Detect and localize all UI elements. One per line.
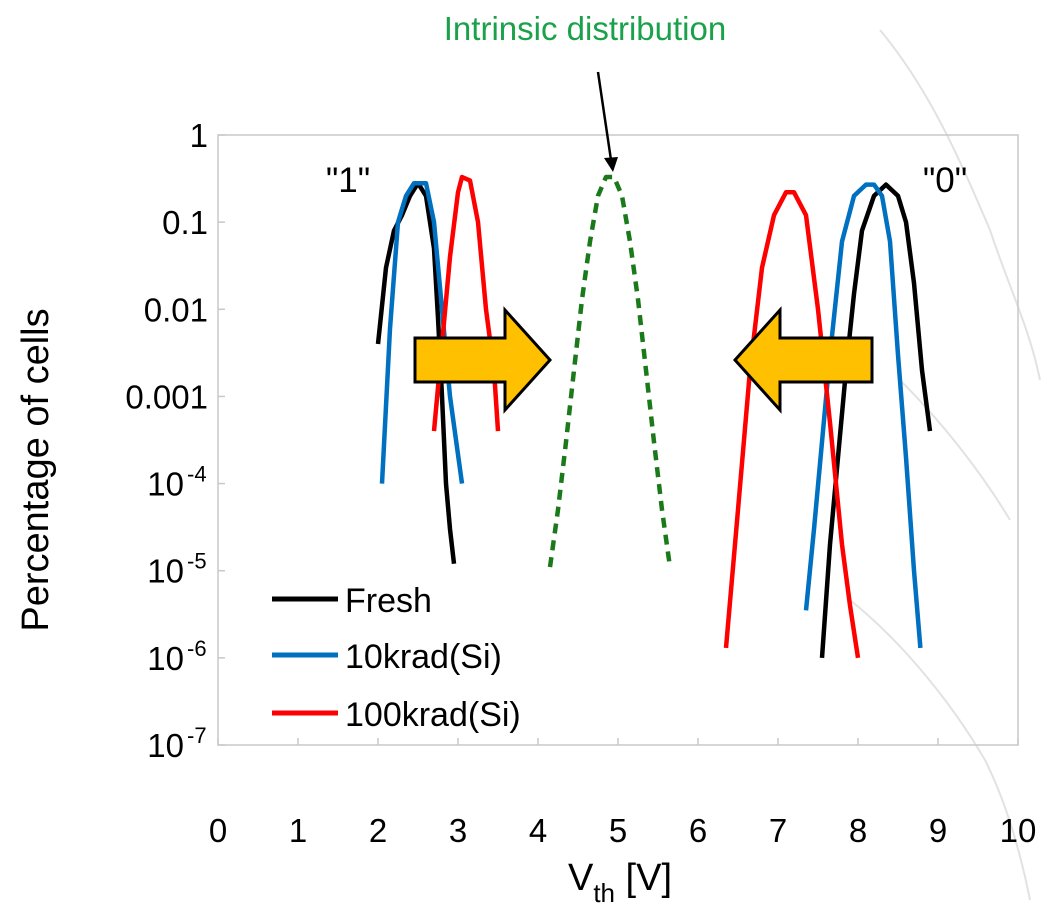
x-tick-label: 10 <box>1000 812 1037 849</box>
plot-lines <box>375 174 933 659</box>
x-axis: 0 1 2 3 4 5 6 7 8 9 10 <box>209 738 1037 849</box>
left-arrow-icon <box>732 306 874 414</box>
y-tick-label: 10 <box>147 640 184 677</box>
series-3-curve-0 <box>547 174 673 568</box>
legend-label-fresh: Fresh <box>345 582 432 620</box>
x-tick-label: 9 <box>929 812 947 849</box>
y-tick-label: 0.001 <box>125 378 208 415</box>
y-tick-exponent: -5 <box>187 549 207 574</box>
annotation-arrow-line <box>596 71 613 161</box>
y-tick-label: 0.01 <box>144 291 208 328</box>
x-tick-label: 8 <box>849 812 867 849</box>
x-tick-label: 0 <box>209 812 227 849</box>
y-tick-exponent: -4 <box>187 462 207 487</box>
legend-label-100krad: 100krad(Si) <box>345 696 521 734</box>
right-arrow-icon <box>413 306 553 414</box>
x-tick-label: 6 <box>689 812 707 849</box>
intrinsic-distribution-label: Intrinsic distribution <box>444 10 726 47</box>
y-tick-label: 10 <box>147 727 184 764</box>
series-1-curve-1 <box>803 182 923 649</box>
x-tick-label: 2 <box>369 812 387 849</box>
series-0-curve-0 <box>375 180 457 565</box>
y-tick-exponent: -6 <box>187 636 207 661</box>
y-tick-exponent: -7 <box>187 723 207 748</box>
y-axis-title: Percentage of cells <box>15 308 57 631</box>
series-0-curve-1 <box>819 182 933 659</box>
x-tick-label: 5 <box>609 812 627 849</box>
label-1: "1" <box>326 161 370 200</box>
y-tick-label: 0.1 <box>162 204 208 241</box>
y-tick-label: 10 <box>147 553 184 590</box>
x-tick-label: 3 <box>449 812 467 849</box>
label-0: "0" <box>923 161 967 200</box>
x-tick-label: 7 <box>769 812 787 849</box>
legend-label-10krad: 10krad(Si) <box>345 638 502 676</box>
y-tick-label: 1 <box>190 117 208 154</box>
legend: Fresh 10krad(Si) 100krad(Si) <box>272 582 521 734</box>
x-tick-label: 1 <box>289 812 307 849</box>
x-axis-title: Vth [V] <box>568 857 672 908</box>
y-tick-label: 10 <box>147 466 184 503</box>
background-contours <box>849 29 1041 901</box>
x-tick-label: 4 <box>529 812 547 849</box>
annotation-arrow-head <box>604 157 618 172</box>
